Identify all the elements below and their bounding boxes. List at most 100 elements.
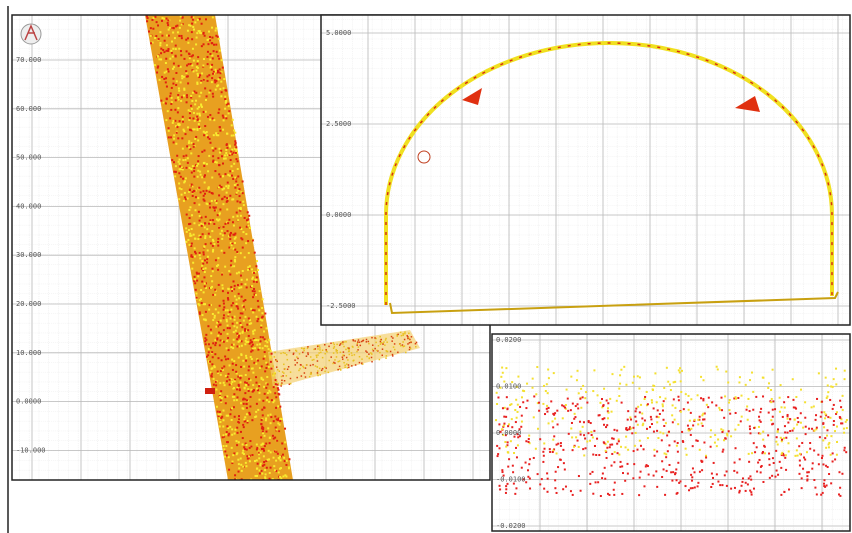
cloud-point bbox=[242, 201, 244, 203]
deviation-point bbox=[499, 447, 501, 449]
deviation-point bbox=[592, 454, 594, 456]
deviation-point bbox=[637, 375, 639, 377]
cloud-point bbox=[234, 380, 236, 382]
cloud-point bbox=[251, 285, 253, 287]
cloud-point bbox=[356, 351, 358, 353]
deviation-point bbox=[557, 423, 559, 425]
cloud-point bbox=[196, 129, 198, 131]
deviation-point bbox=[639, 477, 641, 479]
cloud-point bbox=[362, 340, 364, 342]
deviation-point bbox=[727, 381, 729, 383]
cloud-point bbox=[261, 307, 263, 309]
deviation-point bbox=[586, 441, 588, 443]
cloud-point bbox=[249, 460, 251, 462]
cloud-point bbox=[394, 343, 396, 345]
deviation-point bbox=[730, 435, 732, 437]
cloud-point bbox=[226, 147, 228, 149]
cloud-point bbox=[168, 29, 170, 31]
deviation-point bbox=[542, 403, 544, 405]
cloud-point bbox=[254, 309, 256, 311]
deviation-point bbox=[554, 418, 556, 420]
cloud-point bbox=[233, 452, 235, 454]
deviation-point bbox=[552, 439, 554, 441]
cloud-point bbox=[216, 322, 218, 324]
cloud-point bbox=[189, 233, 191, 235]
deviation-point bbox=[796, 437, 798, 439]
cloud-point bbox=[238, 463, 240, 465]
deviation-point bbox=[762, 481, 764, 483]
cloud-point bbox=[205, 388, 215, 394]
deviation-point bbox=[592, 493, 594, 495]
cloud-point bbox=[277, 405, 279, 407]
cloud-point bbox=[210, 242, 212, 244]
cloud-point bbox=[218, 148, 220, 150]
cloud-point bbox=[264, 313, 266, 315]
cloud-point bbox=[214, 317, 216, 319]
cloud-point bbox=[267, 459, 269, 461]
cloud-point bbox=[392, 337, 394, 339]
cloud-point bbox=[234, 474, 236, 476]
cloud-point bbox=[207, 51, 209, 53]
deviation-point bbox=[620, 446, 622, 448]
deviation-point bbox=[501, 367, 503, 369]
cloud-point bbox=[227, 182, 229, 184]
cloud-point bbox=[205, 111, 207, 113]
cloud-point bbox=[264, 393, 266, 395]
cloud-point bbox=[235, 440, 237, 442]
cloud-point bbox=[173, 66, 175, 68]
cloud-point bbox=[316, 355, 318, 357]
deviation-point bbox=[547, 491, 549, 493]
cloud-point bbox=[223, 78, 225, 80]
deviation-point bbox=[552, 413, 554, 415]
cloud-point bbox=[274, 450, 276, 452]
deviation-point bbox=[584, 397, 586, 399]
deviation-point bbox=[834, 430, 836, 432]
deviation-point bbox=[620, 461, 622, 463]
deviation-point bbox=[682, 440, 684, 442]
deviation-point bbox=[827, 384, 829, 386]
body: {"panels": [ {"name": "plan-view", "ytic… bbox=[0, 0, 852, 533]
deviation-point bbox=[570, 376, 572, 378]
cloud-point bbox=[262, 347, 264, 349]
deviation-point bbox=[583, 421, 585, 423]
deviation-point bbox=[496, 392, 498, 394]
cloud-point bbox=[277, 387, 279, 389]
cloud-point bbox=[343, 362, 345, 364]
cloud-point bbox=[324, 371, 326, 373]
cloud-point bbox=[248, 215, 250, 217]
cloud-point bbox=[236, 427, 238, 429]
cloud-point bbox=[349, 354, 351, 356]
cloud-point bbox=[256, 281, 258, 283]
deviation-point bbox=[800, 389, 802, 391]
cloud-point bbox=[175, 55, 177, 57]
cloud-point bbox=[188, 147, 190, 149]
cloud-point bbox=[340, 343, 342, 345]
cloud-point bbox=[217, 257, 219, 259]
cloud-point bbox=[190, 245, 192, 247]
cloud-point bbox=[386, 341, 388, 343]
cloud-point bbox=[190, 105, 192, 107]
cloud-point bbox=[221, 230, 223, 232]
deviation-point bbox=[759, 459, 761, 461]
cloud-point bbox=[190, 25, 192, 27]
deviation-point bbox=[633, 376, 635, 378]
cloud-point bbox=[274, 469, 276, 471]
cloud-point bbox=[203, 276, 205, 278]
cloud-point bbox=[244, 217, 246, 219]
deviation-point bbox=[578, 392, 580, 394]
cloud-point bbox=[238, 357, 240, 359]
cloud-point bbox=[184, 180, 186, 182]
cloud-point bbox=[228, 110, 230, 112]
y-tick-label: 60.000 bbox=[16, 105, 41, 113]
cloud-point bbox=[190, 256, 192, 258]
deviation-point bbox=[823, 426, 825, 428]
cloud-point bbox=[402, 346, 404, 348]
cloud-point bbox=[312, 364, 314, 366]
deviation-point bbox=[799, 460, 801, 462]
cloud-point bbox=[195, 289, 197, 291]
cloud-point bbox=[218, 284, 220, 286]
cloud-point bbox=[196, 165, 198, 167]
cloud-point bbox=[208, 351, 210, 353]
cloud-point bbox=[229, 364, 231, 366]
cloud-point bbox=[239, 388, 241, 390]
